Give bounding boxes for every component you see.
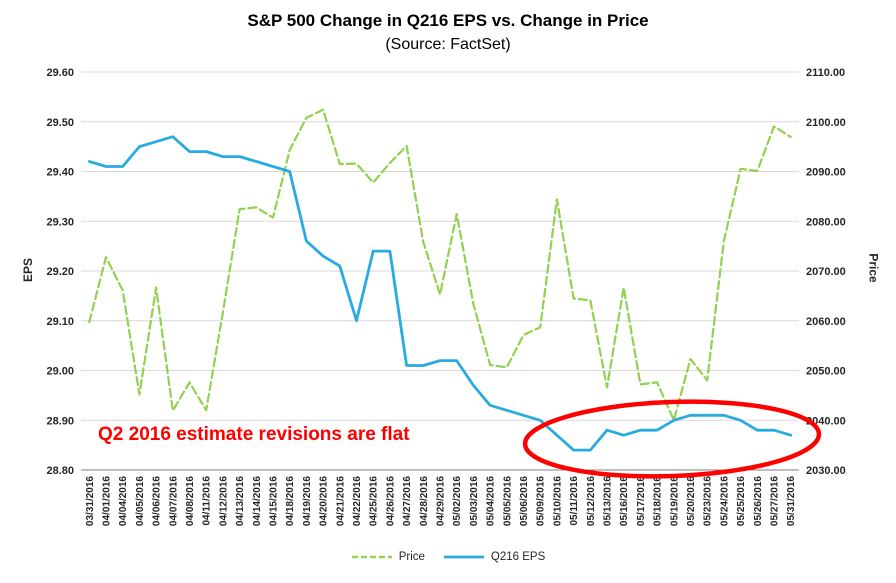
x-axis-tick-label: 04/19/2016 [302, 476, 313, 526]
series-line-eps [87, 135, 793, 452]
x-axis-tick-label: 05/13/2016 [602, 476, 613, 526]
x-axis-tick-label: 04/06/2016 [152, 476, 163, 526]
x-axis-tick-label: 04/27/2016 [402, 476, 413, 526]
right-axis-tick-label: 2070.00 [806, 266, 846, 278]
x-axis-tick-label: 05/05/2016 [502, 476, 513, 526]
x-axis-tick-label: 05/24/2016 [719, 476, 730, 526]
legend-item-price: Price [351, 551, 425, 563]
legend-label-price: Price [398, 551, 425, 563]
left-axis-tick-label: 29.30 [46, 216, 74, 228]
x-axis-tick-label: 04/29/2016 [436, 476, 447, 526]
right-axis-tick-label: 2090.00 [806, 167, 846, 179]
right-axis-tick-label: 2060.00 [806, 316, 846, 328]
right-axis-tick-label: 2030.00 [806, 465, 846, 477]
x-axis-tick-label: 04/22/2016 [352, 476, 363, 526]
x-axis-tick-label: 05/12/2016 [586, 476, 597, 526]
x-axis-tick-label: 05/18/2016 [653, 476, 664, 526]
x-axis-tick-label: 05/17/2016 [636, 476, 647, 526]
legend: Price Q216 EPS [0, 551, 896, 563]
x-axis-tick-label: 05/20/2016 [686, 476, 697, 526]
price-line-sample-icon [351, 555, 392, 559]
x-axis-tick-label: 05/11/2016 [569, 476, 580, 526]
left-axis-title: EPS [21, 257, 36, 283]
x-axis-tick-label: 05/10/2016 [552, 476, 563, 526]
left-axis-tick-label: 29.20 [46, 266, 74, 278]
highlight-ellipse-icon [522, 399, 822, 479]
left-axis-tick-label: 28.80 [46, 465, 74, 477]
right-axis-tick-label: 2100.00 [806, 117, 846, 129]
x-axis-tick-label: 04/25/2016 [369, 476, 380, 526]
legend-label-eps: Q216 EPS [490, 551, 546, 563]
x-axis-tick-label: 04/12/2016 [218, 476, 229, 526]
x-axis-tick-label: 05/06/2016 [519, 476, 530, 526]
x-axis-tick-label: 05/19/2016 [669, 476, 680, 526]
x-axis-tick-label: 04/20/2016 [319, 476, 330, 526]
x-axis-tick-label: 05/09/2016 [536, 476, 547, 526]
eps-line-sample-icon [443, 555, 484, 559]
left-axis-tick-label: 29.00 [46, 366, 74, 378]
series-line-price [88, 108, 792, 422]
left-axis-tick-label: 29.50 [46, 117, 74, 129]
right-axis-tick-label: 2080.00 [806, 216, 846, 228]
x-axis-tick-label: 05/16/2016 [619, 476, 630, 526]
x-axis-tick-label: 04/15/2016 [269, 476, 280, 526]
chart-title: S&P 500 Change in Q216 EPS vs. Change in… [247, 11, 649, 30]
x-axis-tick-label: 04/28/2016 [419, 476, 430, 526]
right-axis-tick-label: 2110.00 [806, 67, 845, 79]
annotation-text: Q2 2016 estimate revisions are flat [98, 424, 410, 445]
x-axis-tick-label: 04/08/2016 [185, 476, 196, 526]
x-axis-tick-label: 04/18/2016 [285, 476, 296, 526]
left-axis-tick-label: 29.60 [46, 67, 74, 79]
x-axis-tick-label: 05/03/2016 [469, 476, 480, 526]
chart-subtitle: (Source: FactSet) [385, 36, 511, 53]
x-axis-tick-label: 04/13/2016 [235, 476, 246, 526]
x-axis-tick-label: 04/11/2016 [202, 476, 213, 526]
x-axis-tick-label: 04/05/2016 [135, 476, 146, 526]
right-axis-tick-label: 2050.00 [806, 366, 846, 378]
x-axis-tick-label: 05/23/2016 [703, 476, 714, 526]
x-axis-tick-label: 04/07/2016 [168, 476, 179, 526]
right-axis-title: Price [866, 253, 881, 283]
x-axis-tick-label: 04/04/2016 [118, 476, 129, 526]
x-axis-tick-label: 04/01/2016 [102, 476, 113, 526]
x-axis-tick-label: 03/31/2016 [85, 476, 96, 526]
x-axis-tick-label: 05/31/2016 [786, 476, 797, 526]
x-axis-tick-label: 04/21/2016 [335, 476, 346, 526]
x-axis-tick-label: 05/04/2016 [486, 476, 497, 526]
left-axis-tick-label: 29.10 [46, 316, 74, 328]
x-axis-tick-label: 04/26/2016 [385, 476, 396, 526]
x-axis-tick-label: 05/27/2016 [769, 476, 780, 526]
x-axis-tick-label: 05/02/2016 [452, 476, 463, 526]
x-axis-tick-label: 05/26/2016 [753, 476, 764, 526]
left-axis-tick-label: 28.90 [46, 415, 74, 427]
x-axis-tick-label: 05/25/2016 [736, 476, 747, 526]
x-axis-tick-label: 04/14/2016 [252, 476, 263, 526]
legend-item-eps: Q216 EPS [443, 551, 545, 563]
left-axis-tick-label: 29.40 [46, 167, 74, 179]
